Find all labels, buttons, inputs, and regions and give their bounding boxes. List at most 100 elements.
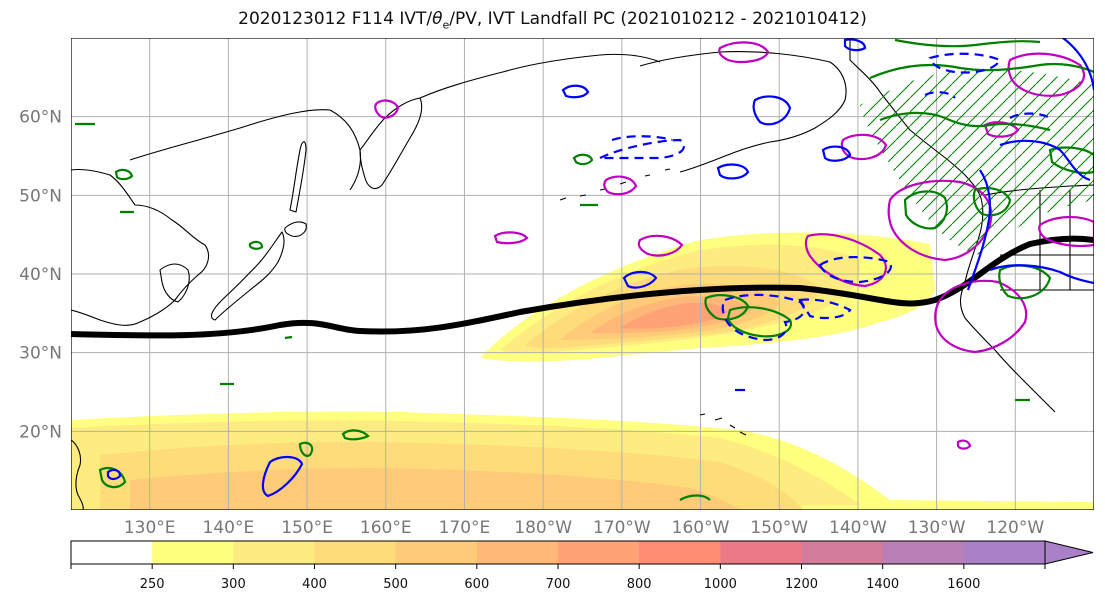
magenta-contour xyxy=(374,99,400,119)
blue-dashed-contour xyxy=(611,135,673,142)
colorbar-tick-label: 1400 xyxy=(866,577,899,592)
magenta-contour xyxy=(1007,52,1085,97)
title-prefix: 2020123012 F114 IVT/ xyxy=(238,9,433,29)
green-contour xyxy=(679,494,711,501)
lon-tick-label: 170°E xyxy=(439,518,491,538)
blue-contour xyxy=(752,95,792,126)
green-contour xyxy=(903,190,949,230)
colorbar-tick-label: 1200 xyxy=(785,577,818,592)
magenta-contour xyxy=(1038,216,1094,248)
lon-tick-label: 120°W xyxy=(986,518,1044,538)
green-contour xyxy=(75,122,598,214)
magenta-contour xyxy=(983,121,1020,138)
blue-dashed-contour xyxy=(599,138,685,160)
colorbar-bin xyxy=(314,541,397,564)
green-contours xyxy=(75,38,1094,501)
colorbar-bin xyxy=(720,541,802,564)
colorbar: 250 300 400 500 600 700 800 1000 1200 1400 1600 xyxy=(70,540,1094,592)
blue-contour xyxy=(1060,38,1094,91)
colorbar-tick-label: 500 xyxy=(383,577,408,592)
jet-stream-line xyxy=(71,235,1094,339)
blue-contour xyxy=(843,38,867,52)
japan-honshu-coastline xyxy=(210,231,285,321)
lat-tick-label: 40°N xyxy=(19,265,62,285)
blue-dashed-contour xyxy=(1009,112,1051,119)
magenta-contour xyxy=(637,234,684,257)
green-contour xyxy=(341,429,370,441)
green-contour xyxy=(98,466,127,489)
lat-tick-label: 30°N xyxy=(19,344,62,364)
lon-tick-label: 130°W xyxy=(908,518,966,538)
colorbar-bin xyxy=(476,541,559,564)
korea-coastline xyxy=(159,263,190,303)
blue-contour xyxy=(261,455,304,498)
colorbar-bin xyxy=(558,541,640,564)
green-contour xyxy=(572,153,594,166)
lon-tick-label: 150°W xyxy=(750,518,808,538)
colorbar-bin xyxy=(963,541,1046,564)
colorbar-tick-label: 800 xyxy=(627,577,652,592)
map-title: 2020123012 F114 IVT/θe/PV, IVT Landfall … xyxy=(0,9,1105,31)
colorbar-tick-label: 1000 xyxy=(704,577,737,592)
lon-tick-label: 140°E xyxy=(203,518,255,538)
blue-dashed-contour xyxy=(798,298,852,320)
magenta-contour xyxy=(804,233,887,288)
blue-contour xyxy=(561,84,590,99)
colorbar-tick-label: 700 xyxy=(546,577,571,592)
green-contour xyxy=(298,441,314,457)
green-contour xyxy=(879,111,1051,132)
blue-dashed-contour xyxy=(818,255,893,284)
blue-contour xyxy=(966,169,991,291)
magenta-contour xyxy=(718,41,770,63)
colorbar-bin xyxy=(71,541,153,564)
lon-tick-label: 150°E xyxy=(281,518,333,538)
siberia-north-coastline xyxy=(419,53,661,99)
lat-tick-label: 20°N xyxy=(19,422,62,442)
blue-contours xyxy=(106,38,1094,498)
aleutian-islands xyxy=(559,168,671,201)
title-theta-subscript: e xyxy=(442,18,450,32)
magenta-contour xyxy=(840,133,888,161)
ivt-fill-500-south xyxy=(130,468,740,510)
colorbar-bin xyxy=(882,541,965,564)
title-suffix: /PV, IVT Landfall PC (2021010212 - 20210… xyxy=(449,9,867,29)
colorbar-tick-label: 250 xyxy=(140,577,165,592)
colorbar-tick-label: 600 xyxy=(464,577,489,592)
colorbar-tick-label: 400 xyxy=(302,577,327,592)
colorbar-extend-arrow xyxy=(1044,540,1094,565)
latitude-labels: 20°N 30°N 40°N 50°N 60°N xyxy=(19,108,62,443)
lon-tick-label: 160°E xyxy=(360,518,412,538)
blue-dashed-contour xyxy=(924,91,956,99)
blue-contour xyxy=(989,264,1094,285)
blue-contour xyxy=(716,163,750,180)
blue-contour xyxy=(106,468,122,481)
hawaii-islands xyxy=(699,413,747,436)
asia-coastline xyxy=(71,168,210,326)
sakhalin-coastline xyxy=(289,141,307,213)
philippines-coastline xyxy=(71,439,84,510)
lon-tick-label: 170°W xyxy=(593,518,651,538)
lat-tick-label: 50°N xyxy=(19,186,62,206)
lon-tick-label: 160°W xyxy=(672,518,730,538)
blue-dashed-contours xyxy=(599,52,1051,342)
blue-dashed-contour xyxy=(721,293,806,342)
magenta-contour xyxy=(603,175,638,196)
green-contour xyxy=(972,186,1012,217)
green-hatched-region-northeast xyxy=(860,69,1094,255)
colorbar-bin xyxy=(395,541,478,564)
blue-contour xyxy=(999,139,1091,182)
lon-tick-label: 130°E xyxy=(124,518,176,538)
colorbar-tick-label: 300 xyxy=(221,577,246,592)
colorbar-bin xyxy=(233,541,315,564)
green-contour xyxy=(220,335,1030,402)
magenta-contour xyxy=(887,179,993,262)
japan-hokkaido-coastline xyxy=(284,221,307,237)
title-theta-symbol: θ xyxy=(432,9,443,29)
blue-dashed-contour xyxy=(928,52,1002,74)
magenta-contour xyxy=(934,279,1028,354)
blue-contour xyxy=(622,270,658,289)
green-contour xyxy=(114,168,134,181)
green-contour xyxy=(1048,146,1094,174)
blue-contour xyxy=(821,145,852,162)
